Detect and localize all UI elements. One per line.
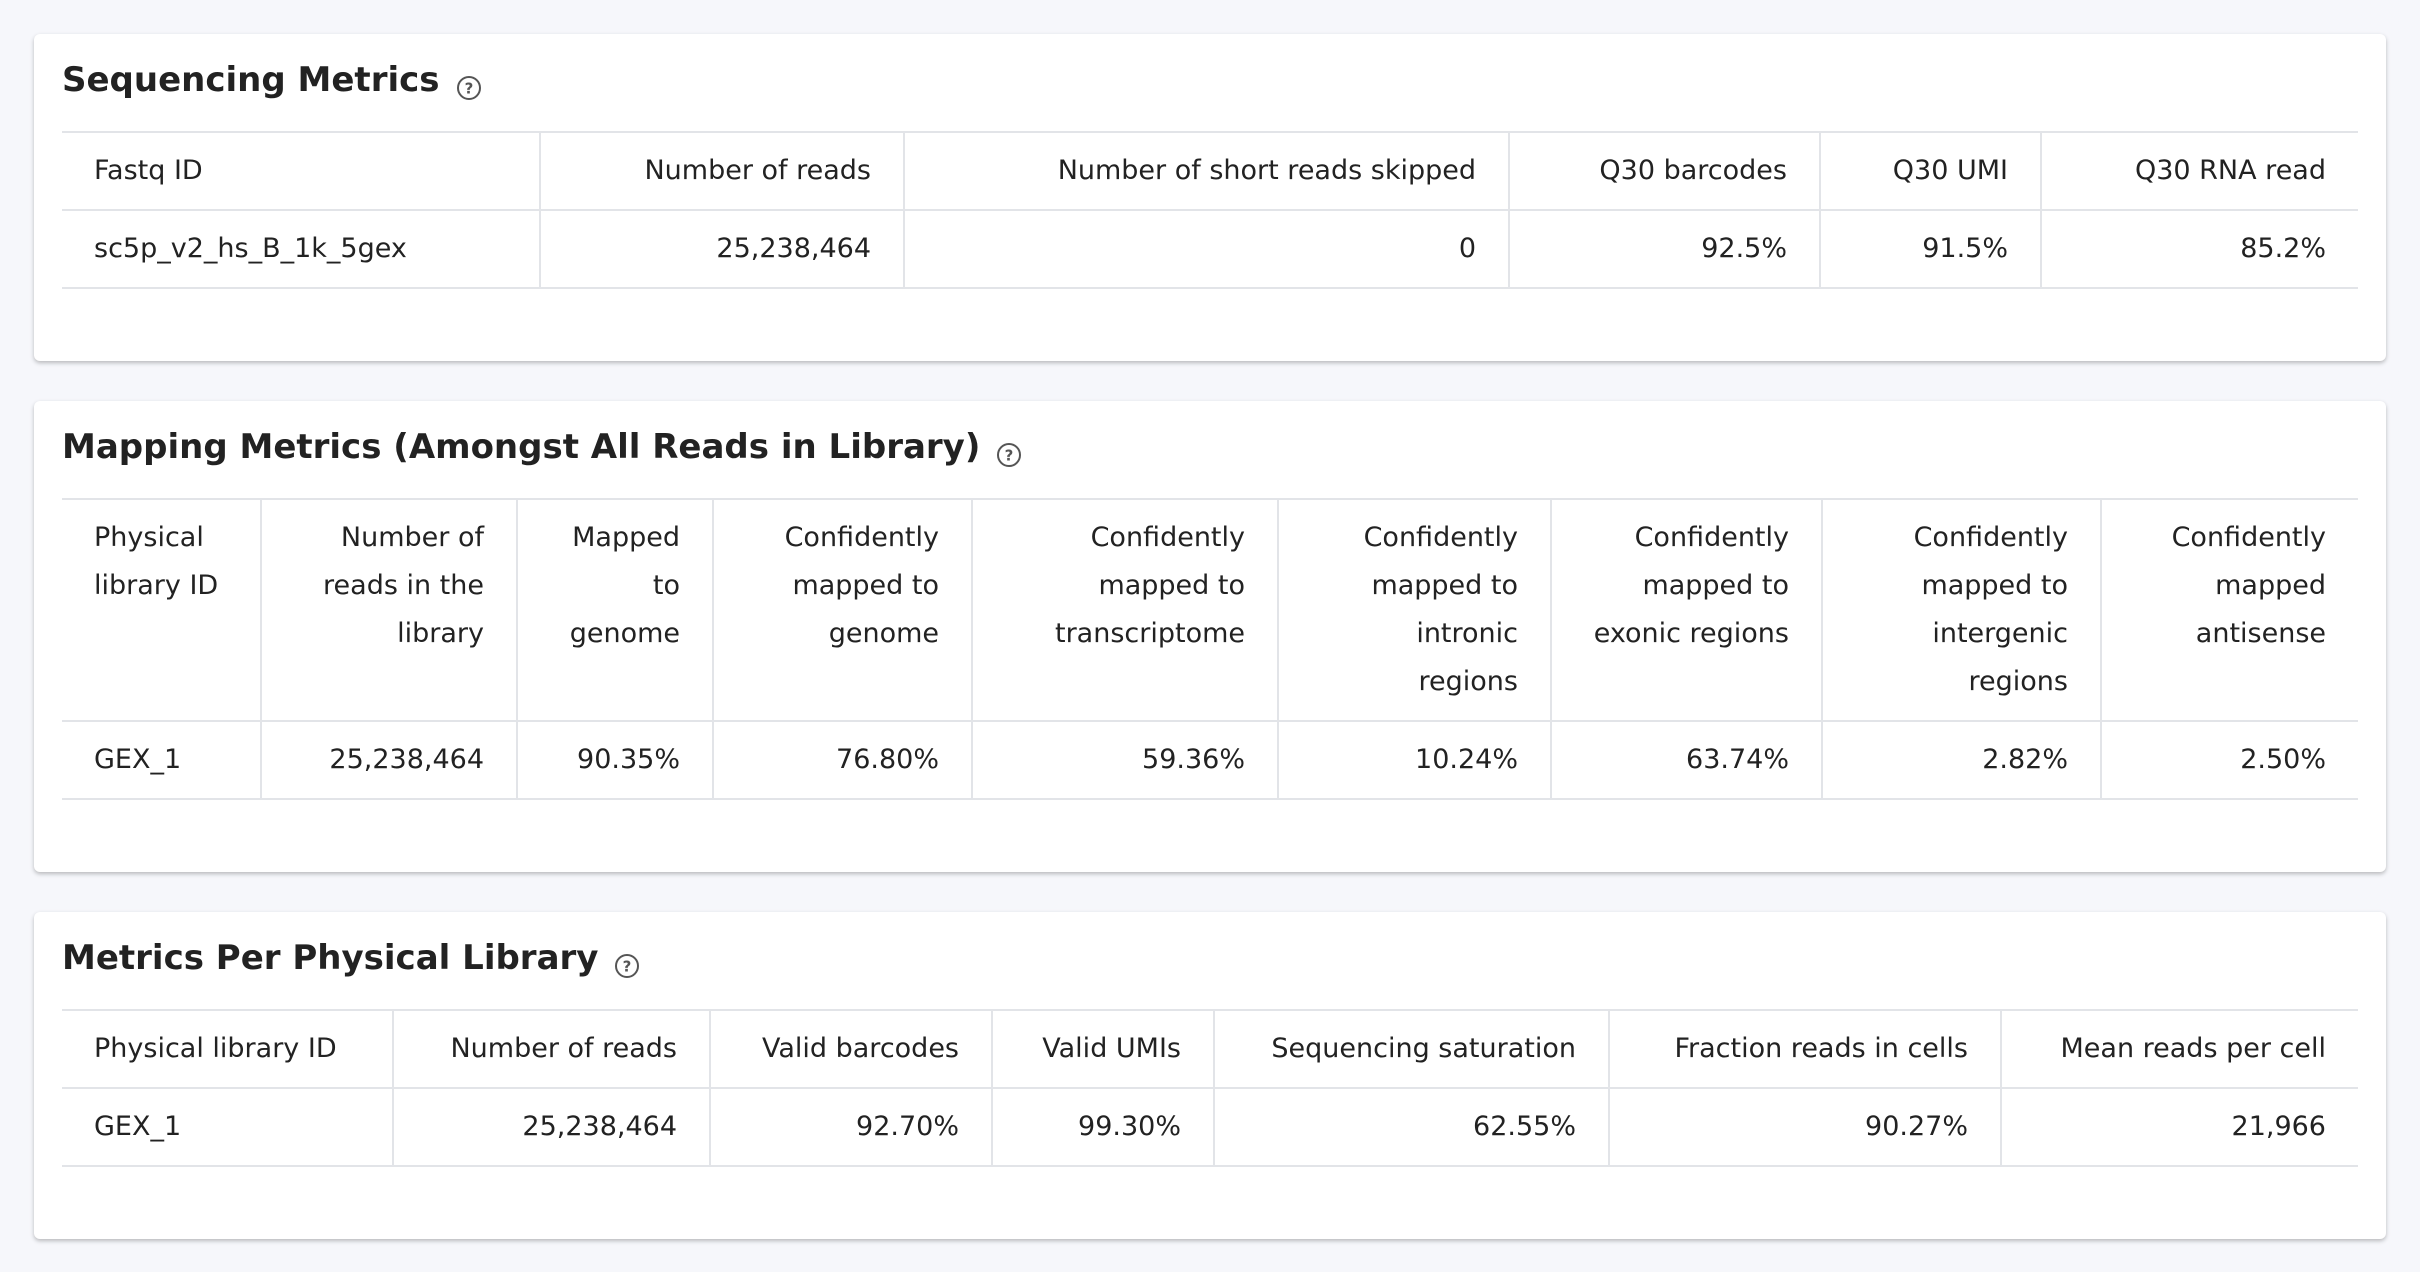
column-header: Confidently mapped to intergenic regions xyxy=(1821,498,2101,722)
column-header: Number of reads in the library xyxy=(260,498,517,722)
column-header: Valid UMIs xyxy=(991,1009,1214,1089)
card: Sequencing Metrics? Fastq ID Number of rea… xyxy=(34,34,2386,361)
cell: 76.80% xyxy=(712,720,972,800)
title-text: Metrics Per Physical Library xyxy=(62,938,599,978)
table-head: Physical library ID Number of reads Valid … xyxy=(62,1009,2358,1089)
cell: GEX_1 xyxy=(62,720,261,800)
data-row: GEX_1 25,238,464 90.35% 76.80% 59.36% 10.24% 6… xyxy=(62,720,2358,800)
cell: 25,238,464 xyxy=(260,720,517,800)
column-header: Confidently mapped antisense xyxy=(2100,498,2358,722)
cell: 90.35% xyxy=(516,720,713,800)
column-header: Fastq ID xyxy=(62,131,540,211)
title-text: Mapping Metrics (Amongst All Reads in Li… xyxy=(62,427,981,467)
column-header: Mapped to genome xyxy=(516,498,713,722)
cell: 25,238,464 xyxy=(539,209,904,289)
section-title: Mapping Metrics (Amongst All Reads in Li… xyxy=(62,427,1022,467)
header-row: Physical library ID Number of reads Valid … xyxy=(62,1009,2358,1089)
column-header: Number of short reads skipped xyxy=(903,131,1509,211)
header-row: Fastq ID Number of reads Number of short r… xyxy=(62,131,2358,211)
card: Mapping Metrics (Amongst All Reads in Li… xyxy=(34,401,2386,872)
help-icon[interactable]: ? xyxy=(996,437,1022,467)
column-header: Q30 RNA read xyxy=(2040,131,2358,211)
table-body: sc5p_v2_hs_B_1k_5gex 25,238,464 0 92.5% 91.5… xyxy=(62,209,2358,289)
help-icon[interactable]: ? xyxy=(456,70,482,100)
cell: 92.70% xyxy=(709,1087,992,1167)
column-header: Valid barcodes xyxy=(709,1009,992,1089)
cell: 92.5% xyxy=(1508,209,1820,289)
column-header: Confidently mapped to intronic regions xyxy=(1277,498,1551,722)
section-title: Sequencing Metrics? xyxy=(62,60,482,100)
cell: 0 xyxy=(903,209,1509,289)
cell: 10.24% xyxy=(1277,720,1551,800)
cell: GEX_1 xyxy=(62,1087,393,1167)
data-row: GEX_1 25,238,464 92.70% 99.30% 62.55% 90.27% 2… xyxy=(62,1087,2358,1167)
cell: 85.2% xyxy=(2040,209,2358,289)
table-head: Fastq ID Number of reads Number of short r… xyxy=(62,131,2358,211)
column-header: Mean reads per cell xyxy=(2000,1009,2358,1089)
column-header: Confidently mapped to transcriptome xyxy=(971,498,1278,722)
header-row: Physical library ID Number of reads in th… xyxy=(62,498,2358,722)
cell: 25,238,464 xyxy=(392,1087,710,1167)
column-header: Number of reads xyxy=(392,1009,710,1089)
metrics-table: Physical library ID Number of reads in th… xyxy=(62,498,2358,800)
cell: 91.5% xyxy=(1819,209,2041,289)
column-header: Number of reads xyxy=(539,131,904,211)
cell: 2.50% xyxy=(2100,720,2358,800)
svg-text:?: ? xyxy=(623,958,632,976)
column-header: Physical library ID xyxy=(62,498,261,722)
card: Metrics Per Physical Library? Physical li… xyxy=(34,912,2386,1239)
cell: 90.27% xyxy=(1608,1087,2001,1167)
table-body: GEX_1 25,238,464 90.35% 76.80% 59.36% 10.24% 6… xyxy=(62,720,2358,800)
cell: 62.55% xyxy=(1213,1087,1609,1167)
help-icon[interactable]: ? xyxy=(614,948,640,978)
section-title: Metrics Per Physical Library? xyxy=(62,938,640,978)
cell: 99.30% xyxy=(991,1087,1214,1167)
cell: sc5p_v2_hs_B_1k_5gex xyxy=(62,209,540,289)
column-header: Confidently mapped to exonic regions xyxy=(1550,498,1822,722)
svg-text:?: ? xyxy=(464,80,473,98)
table-head: Physical library ID Number of reads in th… xyxy=(62,498,2358,722)
metrics-table: Fastq ID Number of reads Number of short r… xyxy=(62,131,2358,289)
column-header: Q30 UMI xyxy=(1819,131,2041,211)
table-body: GEX_1 25,238,464 92.70% 99.30% 62.55% 90.27% 2… xyxy=(62,1087,2358,1167)
column-header: Fraction reads in cells xyxy=(1608,1009,2001,1089)
column-header: Physical library ID xyxy=(62,1009,393,1089)
svg-text:?: ? xyxy=(1005,447,1014,465)
cell: 63.74% xyxy=(1550,720,1822,800)
data-row: sc5p_v2_hs_B_1k_5gex 25,238,464 0 92.5% 91.5… xyxy=(62,209,2358,289)
cell: 2.82% xyxy=(1821,720,2101,800)
metrics-table: Physical library ID Number of reads Valid … xyxy=(62,1009,2358,1167)
cell: 21,966 xyxy=(2000,1087,2358,1167)
column-header: Sequencing saturation xyxy=(1213,1009,1609,1089)
column-header: Confidently mapped to genome xyxy=(712,498,972,722)
title-text: Sequencing Metrics xyxy=(62,60,440,100)
column-header: Q30 barcodes xyxy=(1508,131,1820,211)
cell: 59.36% xyxy=(971,720,1278,800)
